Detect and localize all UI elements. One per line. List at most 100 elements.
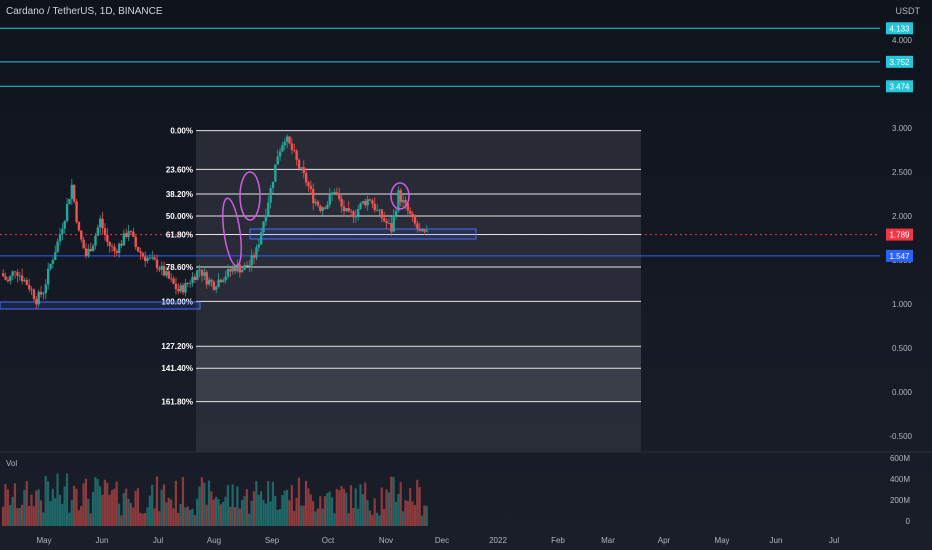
candle-body	[94, 235, 97, 246]
volume-bar	[146, 507, 149, 526]
candle-body	[385, 221, 388, 224]
candle-body	[28, 285, 31, 290]
candle-body	[191, 276, 194, 284]
volume-bar	[82, 483, 85, 526]
volume-bar	[96, 479, 99, 526]
candle-body	[162, 265, 166, 276]
candle-body	[144, 256, 147, 262]
candle-body	[75, 201, 78, 223]
candle-body	[35, 299, 38, 305]
volume-bar	[73, 485, 76, 526]
candle-body	[58, 234, 62, 242]
volume-bar	[231, 484, 234, 526]
candle-body	[25, 280, 29, 286]
candle-body	[96, 227, 100, 236]
candle-body	[217, 279, 220, 287]
volume-label: Vol	[6, 459, 17, 468]
volume-bar	[6, 489, 9, 526]
volume-bar	[409, 488, 412, 526]
volume-bar	[167, 497, 170, 526]
candle-body	[364, 201, 367, 206]
volume-bar	[101, 494, 104, 526]
candle-body	[110, 245, 114, 247]
volume-tick: 600M	[890, 454, 910, 463]
volume-bar	[252, 491, 256, 526]
candle-body	[401, 199, 405, 203]
time-tick: Feb	[551, 536, 565, 545]
volume-bar	[364, 482, 367, 526]
price-tick: 0.500	[892, 344, 913, 353]
volume-bar	[177, 513, 180, 526]
candle-body	[155, 259, 159, 269]
fib-retracement: 0.00%23.60%38.20%50.00%61.80%78.60%100.0…	[161, 127, 641, 407]
candle-body	[56, 241, 59, 253]
candle-body	[30, 289, 33, 290]
fib-label-78.60%: 78.60%	[166, 263, 193, 272]
candle-body	[108, 241, 111, 246]
volume-bar	[99, 486, 102, 526]
volume-bar	[411, 501, 414, 526]
candle-body	[42, 293, 45, 295]
volume-bar	[20, 504, 24, 526]
volume-bar	[267, 481, 270, 526]
volume-bar	[196, 498, 199, 526]
candle-body	[84, 248, 88, 257]
price-tick: 3.000	[892, 124, 913, 133]
symbol-title[interactable]: Cardano / TetherUS, 1D, BINANCE	[6, 6, 163, 17]
candle-body	[46, 268, 50, 285]
candle-body	[139, 251, 142, 254]
volume-bar	[106, 482, 109, 526]
volume-bar	[404, 500, 407, 526]
candle-body	[241, 269, 244, 273]
volume-bar	[153, 508, 156, 526]
volume-bar	[245, 489, 248, 526]
volume-bar	[269, 501, 272, 526]
volume-bar	[229, 506, 232, 526]
volume-bar	[295, 497, 298, 526]
candle-body	[80, 230, 83, 240]
candle-body	[11, 271, 14, 276]
volume-bar	[30, 494, 33, 526]
price-tick: 1.000	[892, 300, 913, 309]
volume-bar	[314, 511, 317, 526]
candle-body	[148, 257, 152, 259]
candle-body	[236, 264, 239, 272]
candle-body	[276, 156, 279, 165]
candle-body	[354, 215, 358, 218]
candle-body	[91, 245, 95, 252]
volume-bar	[28, 505, 31, 526]
candle-body	[304, 172, 308, 183]
volume-bar	[61, 503, 64, 526]
volume-bar	[319, 496, 322, 526]
volume-bar	[46, 481, 50, 526]
volume-bar	[333, 513, 336, 526]
volume-bar	[399, 482, 402, 526]
candle-body	[186, 283, 189, 284]
volume-bar	[75, 488, 78, 526]
candle-body	[330, 192, 334, 195]
volume-bar	[222, 501, 225, 526]
candle-body	[257, 244, 260, 248]
volume-bar	[70, 500, 73, 526]
candle-body	[250, 255, 253, 266]
candle-body	[309, 186, 313, 189]
candle-body	[16, 272, 19, 276]
candle-body	[174, 283, 178, 290]
time-tick: May	[714, 536, 729, 545]
volume-bar	[423, 505, 426, 526]
volume-bar	[338, 490, 341, 526]
candle-body	[61, 228, 64, 235]
candle-body	[68, 198, 71, 205]
volume-bar	[236, 486, 239, 526]
volume-bar	[352, 508, 355, 526]
badge-3.752: 3.752	[889, 58, 910, 67]
volume-bar	[359, 484, 362, 526]
time-tick: Sep	[265, 536, 280, 545]
candle-body	[193, 276, 197, 280]
candle-body	[226, 269, 230, 277]
volume-bar	[368, 510, 372, 526]
volume-bar	[281, 495, 284, 526]
volume-bar	[380, 487, 383, 526]
candle-body	[63, 221, 66, 229]
